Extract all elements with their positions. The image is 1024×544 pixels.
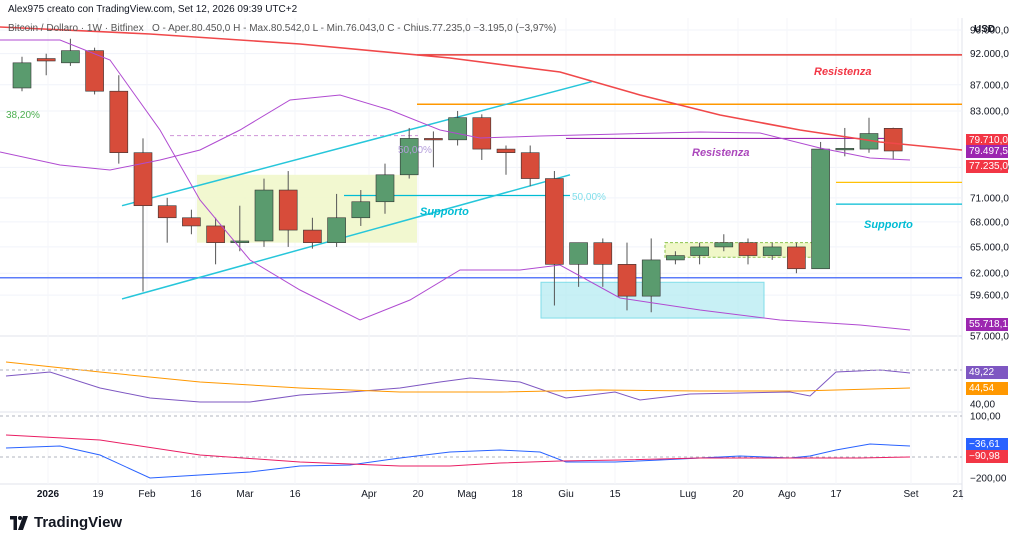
candle-body [690,246,709,256]
candle-body [254,189,274,242]
candle-body [399,138,419,176]
y-tick-label: 87.000,0 [970,80,1009,91]
rsi-line [5,369,911,403]
candle-body [351,201,371,219]
y-tick-label: 68.000,0 [970,217,1009,228]
candle-body [182,217,201,227]
fib-label-50b: 50,00% [572,192,606,203]
y-tick-label: 57.000,0 [970,332,1009,343]
x-tick-label: Apr [361,489,377,500]
x-tick-label: Ago [778,489,796,500]
resistance-label-mid: Resistenza [692,147,750,159]
tradingview-logo-icon [10,515,28,530]
x-tick-label: 19 [92,489,104,500]
y-tick-label: 83.000,0 [970,106,1009,117]
candle-body [787,246,806,270]
y-tick-label: 71.000,0 [970,193,1009,204]
candle-body [593,242,613,265]
price-tag: 79.497,5 [966,145,1008,158]
price-tag: 77.235,0 [966,160,1008,173]
candle-body [714,242,734,248]
candle-body [230,240,250,243]
candle-body [545,178,564,265]
price-tag: −36,61 [966,438,1008,451]
candle-body [472,117,492,150]
candle-body [109,90,129,153]
y-tick-label: 59.600,0 [970,291,1009,302]
candle-body [666,255,685,261]
x-tick-label: 20 [412,489,424,500]
x-tick-label: 17 [830,489,842,500]
x-tick-label: Feb [138,489,156,500]
candle-body [278,189,298,231]
fib-label-382: 38,20% [6,110,40,121]
x-tick-label: Giu [558,489,574,500]
price-tag: 55.718,1 [966,318,1008,331]
candle-body [520,152,540,179]
tradingview-logo: TradingView [8,514,122,531]
x-tick-label: 18 [511,489,523,500]
price-tag: −90,98 [966,450,1008,463]
x-tick-label: Mar [236,489,254,500]
candle-body [206,225,225,243]
candle-body [133,152,153,207]
bb-lower [0,39,911,331]
candle-body [617,264,637,297]
osc-line-red [5,434,911,467]
candle-body [85,50,104,92]
bb-upper [0,94,911,171]
price-tag: 44,54 [966,382,1008,395]
candle-body [61,50,80,64]
ohlc-values: O - Aper.80.450,0 H - Max.80.542,0 L - M… [151,23,557,34]
candle-body [327,217,346,243]
rsi-ma-line [5,361,911,393]
x-tick-label: 15 [609,489,621,500]
y-tick-label: −200,00 [970,474,1007,485]
candle-body [641,259,661,297]
tradingview-brand-text: TradingView [34,514,123,531]
x-tick-label: 20 [732,489,744,500]
y-tick-label: 62.000,0 [970,269,1009,280]
x-tick-label: Lug [680,489,697,500]
x-tick-label: 16 [190,489,202,500]
author-line: Alex975 creato con TradingView.com, Set … [8,4,298,15]
candle-body [762,246,782,256]
x-tick-label: Mag [457,489,476,500]
candle-body [811,148,830,270]
y-tick-label: 65.000,0 [970,242,1009,253]
x-tick-label: 21 [952,489,964,500]
candle-body [835,148,855,151]
currency-label: USD [974,24,996,35]
candle-body [569,242,588,265]
moving-average-line [0,26,963,151]
candle-body [157,205,177,219]
fib-label-50a: 50,00% [398,145,432,156]
candle-body [738,242,758,256]
candle-body [12,62,32,89]
price-tag: 49,22 [966,366,1008,379]
candle-body [424,138,443,141]
y-tick-label: 96.000,0 [970,26,1009,37]
resistance-label-top: Resistenza [814,66,872,78]
candle-body [36,58,56,62]
channel-upper [121,80,593,207]
support-label-right: Supporto [864,219,913,231]
candle-body [496,148,516,153]
price-tag: 79.710,0 [966,134,1008,147]
y-tick-label: 100,00 [970,412,1001,423]
candle-body [883,128,903,152]
x-tick-label: 16 [289,489,301,500]
candle-body [448,117,467,141]
support-label-left: Supporto [420,206,469,218]
x-tick-label: 2026 [37,489,60,500]
y-tick-label: 40,00 [970,400,995,411]
osc-line-blue [5,443,911,479]
symbol-line: Bitcoin / Dollaro · 1W · Bitfinex O - Ap… [8,23,557,34]
channel-lower [121,174,571,300]
y-tick-label: 92.000,0 [970,49,1009,60]
candle-body [303,229,322,243]
x-tick-label: Set [903,489,918,500]
candle-body [375,174,395,203]
